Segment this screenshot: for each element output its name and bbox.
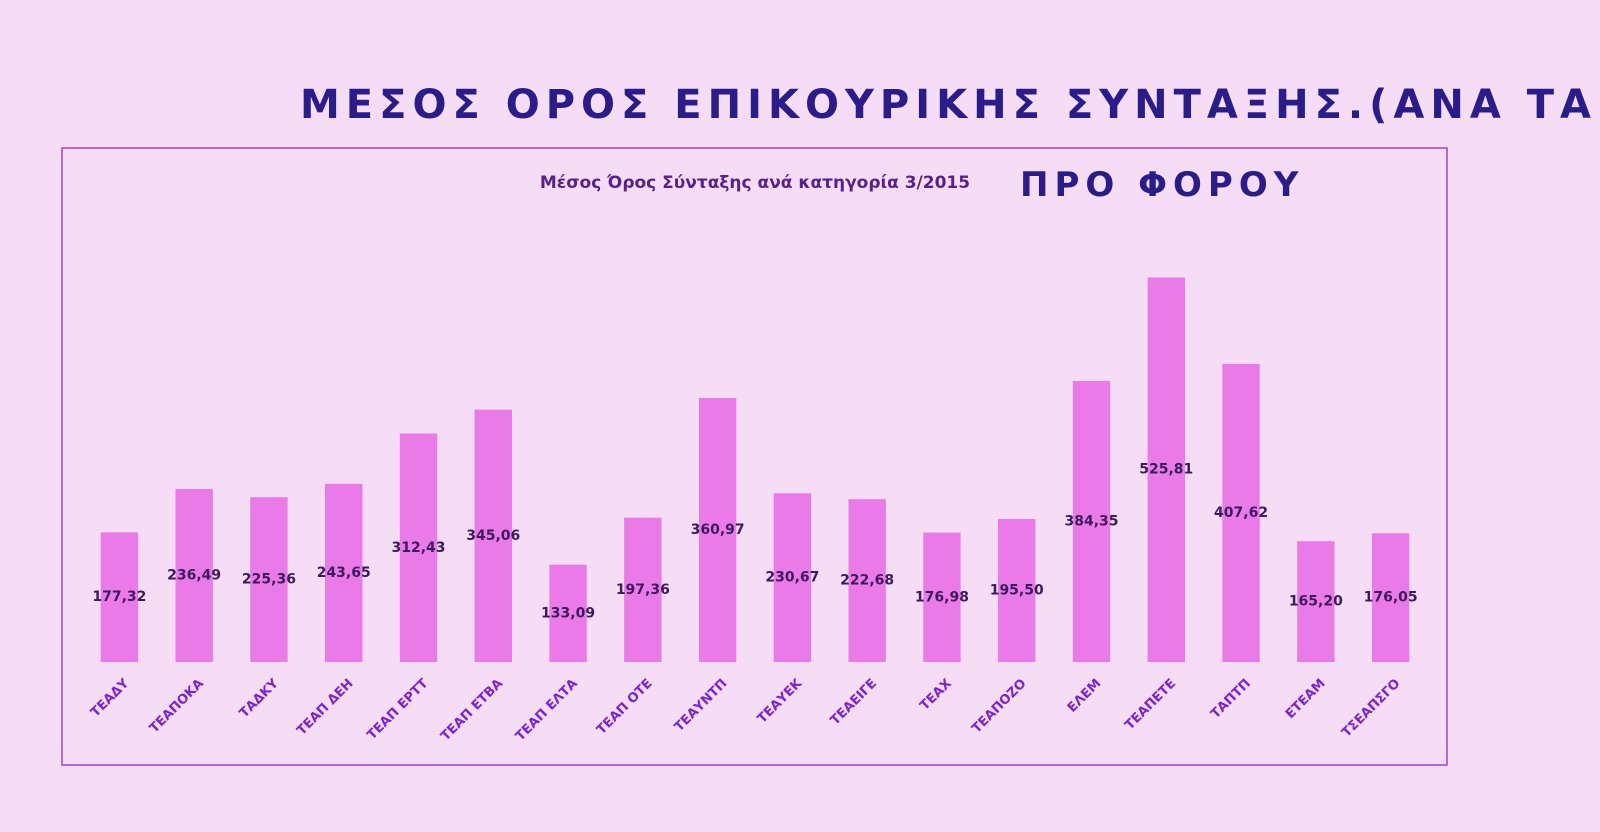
bar — [325, 483, 363, 662]
value-label: 243,65 — [317, 565, 371, 581]
value-label: 312,43 — [391, 540, 445, 556]
handwritten-annotation: ΠΡΟ ΦΟΡΟΥ — [1020, 165, 1304, 205]
bar — [250, 497, 288, 662]
value-label: 225,36 — [242, 572, 296, 588]
bar — [773, 493, 812, 662]
bar — [1371, 533, 1410, 662]
value-label: 177,32 — [92, 589, 146, 605]
bar — [624, 517, 662, 662]
value-label: 195,50 — [990, 583, 1044, 599]
value-label: 222,68 — [840, 573, 894, 589]
value-label: 345,06 — [466, 528, 520, 544]
value-label: 176,98 — [915, 589, 969, 605]
value-label: 384,35 — [1064, 513, 1118, 529]
bar — [1072, 380, 1111, 662]
bar — [1147, 277, 1185, 662]
bar — [399, 433, 438, 662]
bar — [474, 409, 512, 662]
handwritten-title: ΜΕΣΟΣ ΟΡΟΣ ΕΠΙΚΟΥΡΙΚΗΣ ΣΥΝΤΑΞΗΣ.(ΑΝΑ ΤΑΜ… — [300, 82, 1600, 128]
value-label: 197,36 — [616, 582, 670, 598]
bar — [998, 519, 1036, 662]
bar — [923, 532, 961, 662]
value-label: 407,62 — [1214, 505, 1268, 521]
chart-subtitle: Μέσος Όρος Σύνταξης ανά κατηγορία 3/2015 — [540, 173, 970, 193]
bar — [100, 532, 139, 662]
value-label: 525,81 — [1139, 462, 1193, 478]
value-label: 230,67 — [765, 570, 819, 586]
value-label: 236,49 — [167, 568, 221, 584]
bar — [1297, 541, 1335, 662]
value-label: 360,97 — [691, 522, 745, 538]
bar — [1222, 363, 1260, 662]
bar — [848, 499, 886, 662]
bar — [549, 564, 587, 662]
value-label: 176,05 — [1364, 590, 1418, 606]
bar — [175, 489, 213, 662]
plot-frame — [61, 147, 1448, 766]
value-label: 133,09 — [541, 605, 595, 621]
value-label: 165,20 — [1289, 594, 1343, 610]
bar — [698, 398, 737, 662]
